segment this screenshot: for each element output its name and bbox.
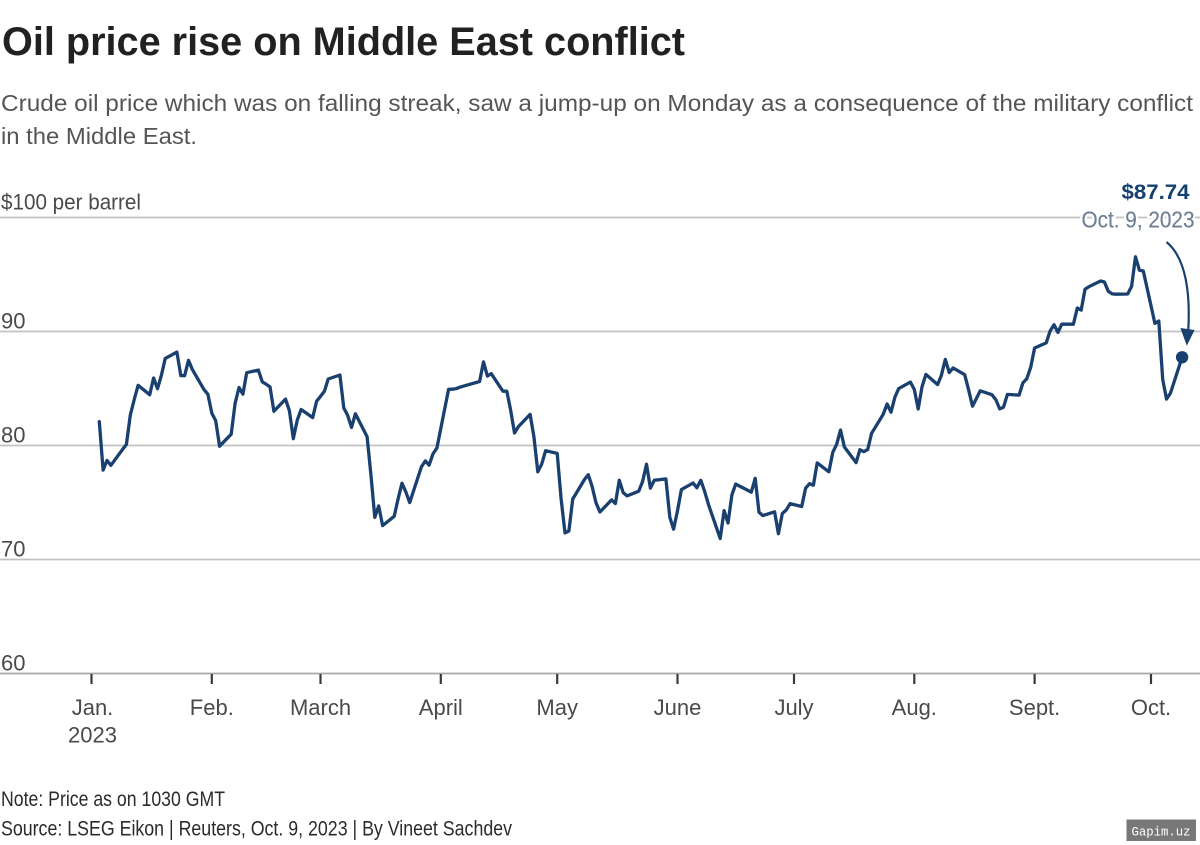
svg-text:Note: Price as on 1030 GMT: Note: Price as on 1030 GMT	[1, 788, 225, 811]
svg-text:Gapim.uz: Gapim.uz	[1132, 826, 1191, 840]
svg-text:60: 60	[1, 651, 25, 676]
svg-text:Jan.: Jan.	[72, 695, 114, 720]
svg-text:70: 70	[1, 537, 25, 562]
svg-text:May: May	[536, 695, 578, 720]
svg-text:$100 per barrel: $100 per barrel	[1, 190, 141, 215]
svg-text:July: July	[774, 695, 813, 720]
svg-text:Feb.: Feb.	[190, 695, 234, 720]
svg-text:Oct. 9, 2023: Oct. 9, 2023	[1082, 207, 1195, 233]
svg-text:March: March	[290, 695, 351, 720]
svg-text:June: June	[654, 695, 702, 720]
svg-text:Oct.: Oct.	[1131, 695, 1171, 720]
svg-text:Source: LSEG Eikon | Reuters,: Source: LSEG Eikon | Reuters, Oct. 9, 20…	[1, 818, 512, 841]
svg-text:90: 90	[1, 309, 25, 334]
svg-text:2023: 2023	[68, 723, 117, 748]
svg-text:April: April	[419, 695, 463, 720]
svg-text:Oil price rise on Middle East: Oil price rise on Middle East conflict	[2, 20, 685, 64]
svg-text:Aug.: Aug.	[892, 695, 937, 720]
svg-text:80: 80	[1, 423, 25, 448]
svg-text:Crude oil price which was on f: Crude oil price which was on falling str…	[1, 90, 1193, 116]
svg-text:$87.74: $87.74	[1122, 180, 1190, 204]
svg-text:in the Middle East.: in the Middle East.	[1, 123, 197, 149]
svg-text:Oct. 9, 2023: Oct. 9, 2023	[1082, 207, 1195, 233]
svg-text:Sept.: Sept.	[1009, 695, 1060, 720]
